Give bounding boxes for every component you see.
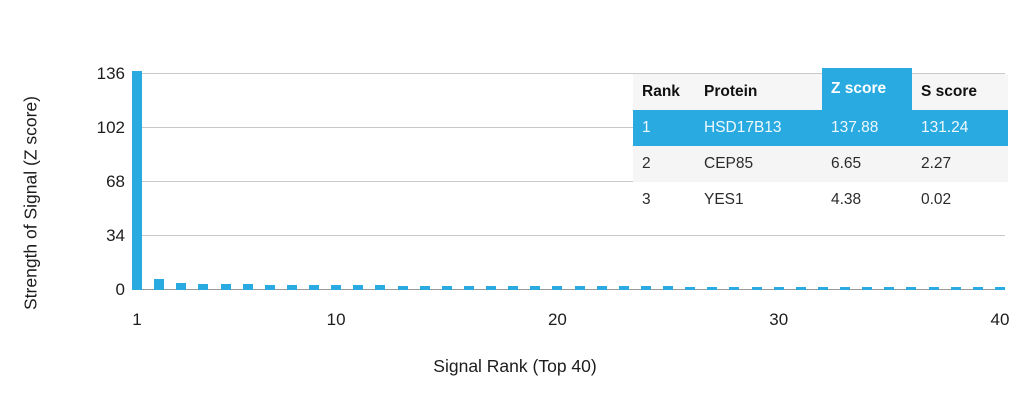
bar-rank-37 [928,287,939,290]
bar-rank-18 [508,286,519,290]
bar-rank-23 [618,286,629,290]
bar-rank-29 [751,287,762,290]
bar-rank-30 [773,287,784,290]
bar-rank-39 [972,287,983,290]
bar-rank-24 [640,286,651,290]
table-row-rank-3: 3 YES1 4.38 0.02 [633,182,1008,218]
bar-rank-16 [463,286,474,290]
bar-rank-21 [574,286,585,290]
y-tick-label: 102 [96,118,125,137]
table-row-rank-2: 2 CEP85 6.65 2.27 [633,146,1008,182]
gridline [132,73,1005,74]
table-cell: 3 [642,191,651,208]
bar-rank-34 [862,287,873,290]
bar-rank-27 [707,287,718,290]
bar-rank-17 [486,286,497,290]
bar-rank-1 [132,71,142,290]
bar-rank-15 [441,286,452,290]
bar-rank-22 [596,286,607,290]
y-tick-label: 136 [96,64,125,83]
bar-rank-12 [375,285,386,290]
x-tick-label: 10 [326,310,346,329]
table-cell: 1 [642,119,651,136]
plot-area [132,60,1005,290]
bar-rank-25 [663,286,674,290]
bar-rank-40 [995,287,1005,290]
bar-rank-32 [817,287,828,290]
bar-rank-31 [795,287,806,290]
table-header-protein: Protein [695,74,822,110]
bar-rank-7 [264,285,275,290]
bar-rank-2 [154,279,165,290]
bar-rank-20 [552,286,563,290]
bar-rank-14 [419,286,430,290]
table-header-row: Rank Protein Z score S score [633,68,1008,110]
bar-rank-8 [286,285,297,290]
bar-rank-13 [397,286,408,290]
bar-rank-10 [331,285,342,290]
bar-rank-4 [198,284,209,290]
x-tick-label: 40 [990,310,1010,329]
table-header-z-score: Z score [822,68,912,110]
table-cell: 131.24 [921,119,969,136]
protein-rank-table: Rank Protein Z score S score 1 HSD17B13 137.8… [633,68,1008,218]
table-cell: 2.27 [921,155,952,172]
table-cell: YES1 [704,191,744,208]
y-tick-label: 68 [106,172,125,191]
x-tick-label: 20 [547,310,567,329]
gridline [132,235,1005,236]
bar-rank-9 [309,285,320,290]
bar-rank-11 [353,285,364,290]
table-header-s-score: S score [912,74,1008,110]
bar-rank-5 [220,284,231,290]
bar-rank-28 [729,287,740,290]
x-axis-title: Signal Rank (Top 40) [433,356,597,376]
table-cell: 6.65 [831,155,862,172]
bar-rank-3 [176,283,187,290]
table-body: 1 HSD17B13 137.88 131.24 2 CEP85 6.65 2.27 3 YES1… [633,110,1008,218]
gridline [132,181,1005,182]
bar-rank-36 [906,287,917,290]
bar-rank-6 [242,284,253,290]
bar-rank-38 [950,287,961,290]
gridline [132,127,1005,128]
x-axis-line [132,289,1005,290]
y-tick-label: 0 [115,280,125,299]
table-cell: HSD17B13 [704,119,782,136]
y-axis-title: Strength of Signal (Z score) [20,96,41,310]
bar-rank-33 [840,287,851,290]
bar-rank-19 [530,286,541,290]
table-cell: 4.38 [831,191,862,208]
table-cell: 2 [642,155,651,172]
x-tick-label: 30 [769,310,789,329]
table-row-rank-1: 1 HSD17B13 137.88 131.24 [633,110,1008,146]
y-tick-label: 34 [106,226,125,245]
bar-rank-35 [884,287,895,290]
table-cell: CEP85 [704,155,754,172]
bar-rank-26 [685,287,696,290]
x-tick-label: 1 [132,310,142,329]
table-cell: 137.88 [831,119,879,136]
table-header-rank: Rank [633,74,695,110]
table-cell: 0.02 [921,191,952,208]
